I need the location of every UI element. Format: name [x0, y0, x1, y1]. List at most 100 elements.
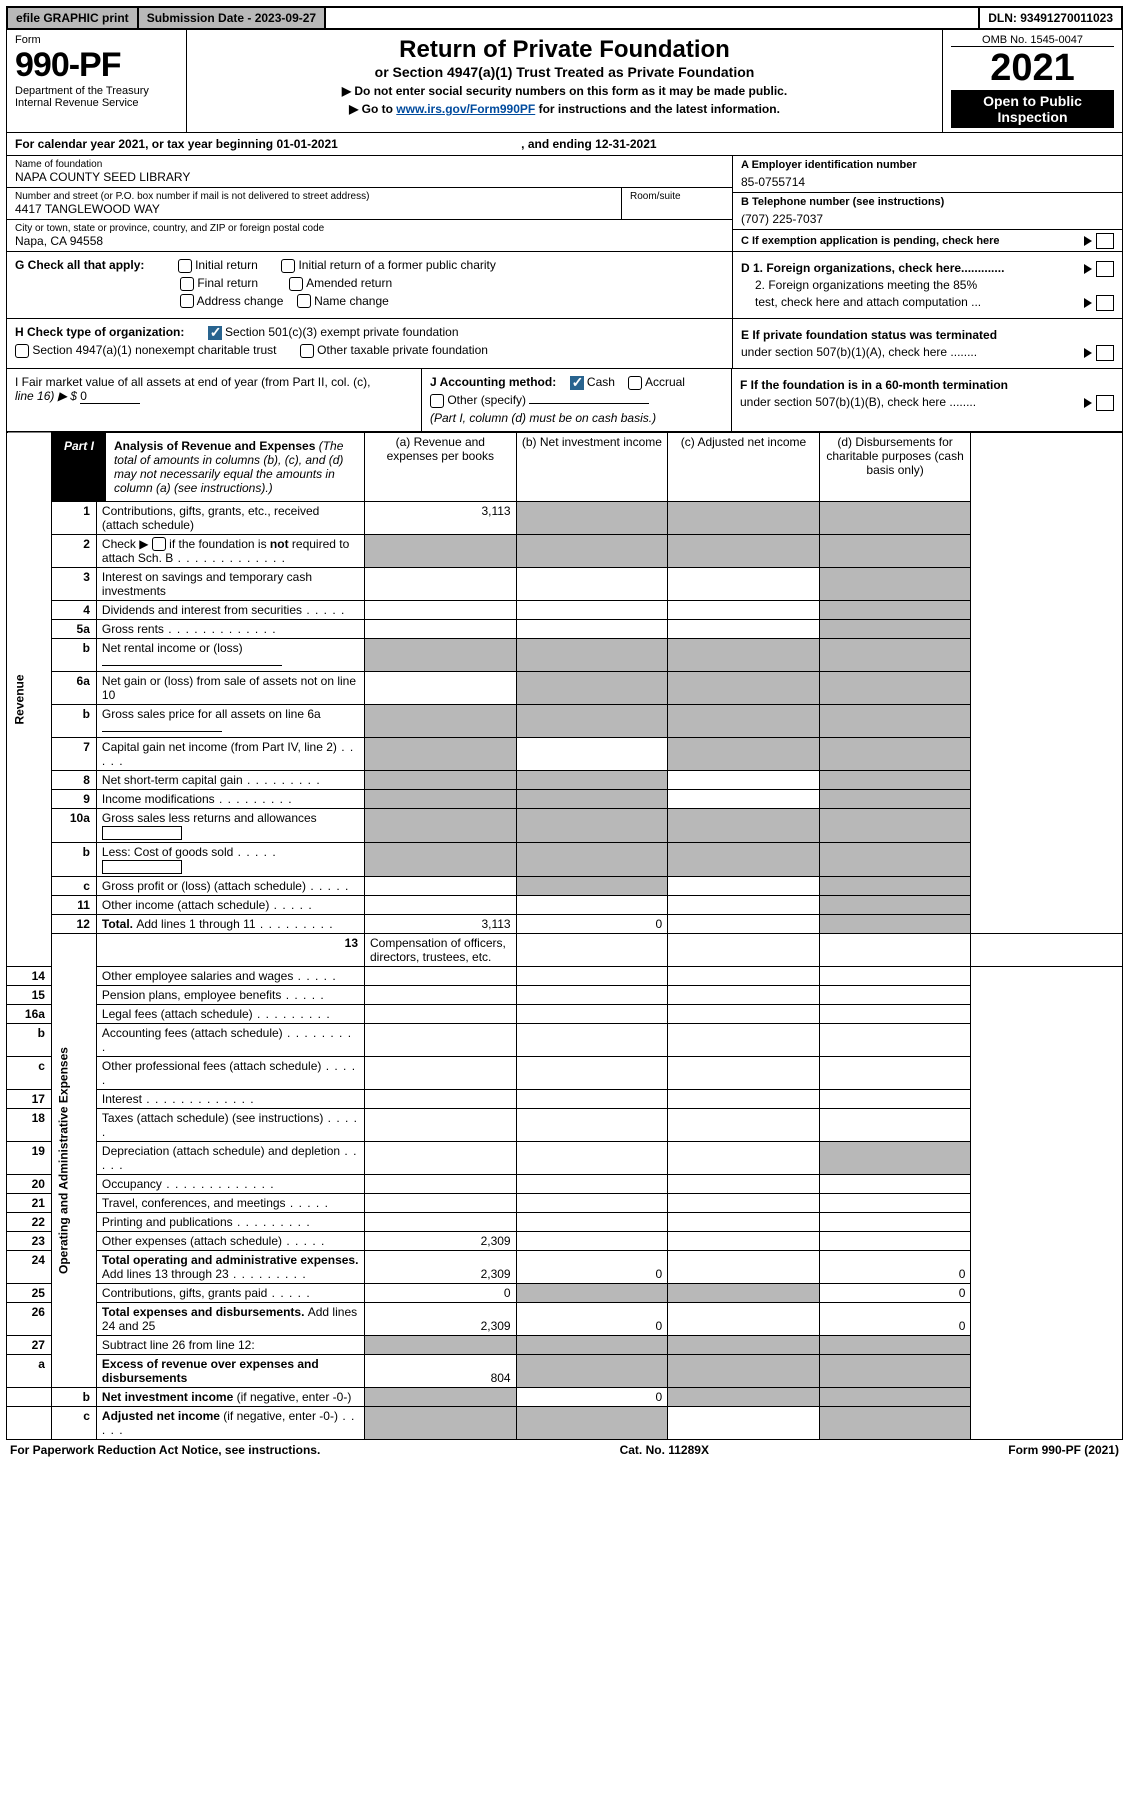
c-checkbox[interactable]	[1096, 233, 1114, 249]
d2-checkbox[interactable]	[1096, 295, 1114, 311]
j-other-field[interactable]	[529, 403, 649, 404]
g-amended-checkbox[interactable]	[289, 277, 303, 291]
j-other-checkbox[interactable]	[430, 394, 444, 408]
r10c-desc: Gross profit or (loss) (attach schedule)	[96, 877, 364, 896]
r27a-desc: Excess of revenue over expenses and disb…	[102, 1357, 319, 1385]
calendar-year: For calendar year 2021, or tax year begi…	[6, 133, 1123, 156]
j-accrual-checkbox[interactable]	[628, 376, 642, 390]
row-23: 23Other expenses (attach schedule)2,309	[7, 1232, 1123, 1251]
row-25: 25Contributions, gifts, grants paid00	[7, 1284, 1123, 1303]
row-14: 14Other employee salaries and wages	[7, 967, 1123, 986]
r26-b: 0	[516, 1303, 668, 1336]
row-27: 27Subtract line 26 from line 12:	[7, 1336, 1123, 1355]
r2-checkbox[interactable]	[152, 537, 166, 551]
row-2: 2Check ▶ if the foundation is not requir…	[7, 534, 1123, 568]
phone-cell: B Telephone number (see instructions) (7…	[733, 193, 1122, 230]
r6b-field[interactable]	[102, 731, 222, 732]
r15-desc: Pension plans, employee benefits	[96, 986, 364, 1005]
row-24: 24Total operating and administrative exp…	[7, 1251, 1123, 1284]
r27a-a: 804	[365, 1355, 517, 1388]
row-12: 12Total. Add lines 1 through 113,1130	[7, 915, 1123, 934]
ein: 85-0755714	[741, 175, 1114, 189]
section-d: D 1. Foreign organizations, check here..…	[732, 252, 1122, 318]
c-cell: C If exemption application is pending, c…	[733, 230, 1122, 250]
g-address-checkbox[interactable]	[180, 294, 194, 308]
d1-checkbox[interactable]	[1096, 261, 1114, 277]
ein-label: A Employer identification number	[741, 159, 917, 171]
row-11: 11Other income (attach schedule)	[7, 896, 1123, 915]
r27b-b: 0	[516, 1388, 668, 1407]
j-label: J Accounting method:	[430, 375, 556, 389]
f-checkbox[interactable]	[1096, 395, 1114, 411]
arrow-icon	[1084, 298, 1092, 308]
row-26: 26Total expenses and disbursements. Add …	[7, 1303, 1123, 1336]
header-left: Form 990-PF Department of the Treasury I…	[7, 30, 187, 132]
g-opt3: Amended return	[306, 276, 392, 290]
phone-label: B Telephone number (see instructions)	[741, 196, 944, 208]
i-line16: line 16) ▶ $	[15, 389, 77, 403]
row-16a: 16aLegal fees (attach schedule)	[7, 1005, 1123, 1024]
section-ijf: I Fair market value of all assets at end…	[6, 369, 1123, 432]
spacer	[326, 8, 980, 28]
address-cell: Number and street (or P.O. box number if…	[7, 188, 622, 219]
ein-cell: A Employer identification number 85-0755…	[733, 156, 1122, 193]
j-cash-checkbox[interactable]	[570, 376, 584, 390]
row-27a: aExcess of revenue over expenses and dis…	[7, 1355, 1123, 1388]
section-j: J Accounting method: Cash Accrual Other …	[422, 369, 732, 431]
header-right: OMB No. 1545-0047 2021 Open to Public In…	[942, 30, 1122, 132]
r24-a: 2,309	[365, 1251, 517, 1284]
part1-title: Analysis of Revenue and Expenses (The to…	[106, 433, 364, 501]
r19-desc: Depreciation (attach schedule) and deple…	[96, 1142, 364, 1175]
dots	[173, 551, 286, 565]
cal-begin: For calendar year 2021, or tax year begi…	[15, 137, 338, 151]
form-number: 990-PF	[15, 46, 178, 85]
h-4947-checkbox[interactable]	[15, 344, 29, 358]
dln: DLN: 93491270011023	[980, 8, 1121, 28]
r3-desc: Interest on savings and temporary cash i…	[96, 568, 364, 601]
r10a-box[interactable]	[102, 826, 182, 840]
col-d-head: (d) Disbursements for charitable purpose…	[819, 432, 971, 501]
g-name-checkbox[interactable]	[297, 294, 311, 308]
part1-table: Revenue Part I Analysis of Revenue and E…	[6, 432, 1123, 1440]
r5b-field[interactable]	[102, 665, 282, 666]
row-22: 22Printing and publications	[7, 1213, 1123, 1232]
d1-label: D 1. Foreign organizations, check here..…	[741, 261, 1004, 275]
row-10a: 10aGross sales less returns and allowanc…	[7, 809, 1123, 843]
r9-desc: Income modifications	[96, 790, 364, 809]
j-cash: Cash	[587, 375, 615, 389]
row-15: 15Pension plans, employee benefits	[7, 986, 1123, 1005]
r1-a: 3,113	[365, 501, 517, 534]
r23-a: 2,309	[365, 1232, 517, 1251]
h-other-checkbox[interactable]	[300, 344, 314, 358]
title: Return of Private Foundation	[197, 36, 932, 64]
r10b-box[interactable]	[102, 860, 182, 874]
r12-a: 3,113	[365, 915, 517, 934]
irs-link[interactable]: www.irs.gov/Form990PF	[396, 102, 535, 116]
row-27c: cAdjusted net income (if negative, enter…	[7, 1407, 1123, 1440]
i-val: 0	[80, 389, 140, 404]
phone: (707) 225-7037	[741, 212, 1114, 226]
h-501c3-checkbox[interactable]	[208, 326, 222, 340]
identity-block: Name of foundation NAPA COUNTY SEED LIBR…	[6, 156, 1123, 252]
top-bar: efile GRAPHIC print Submission Date - 20…	[6, 6, 1123, 30]
e1: E If private foundation status was termi…	[741, 328, 997, 342]
h-opt2: Section 4947(a)(1) nonexempt charitable …	[32, 343, 276, 357]
row-13: Operating and Administrative Expenses13C…	[7, 934, 1123, 967]
r16c-desc: Other professional fees (attach schedule…	[96, 1057, 364, 1090]
side-expenses: Operating and Administrative Expenses	[51, 934, 96, 1388]
address: 4417 TANGLEWOOD WAY	[15, 202, 613, 216]
row-16c: cOther professional fees (attach schedul…	[7, 1057, 1123, 1090]
r22-desc: Printing and publications	[96, 1213, 364, 1232]
r26-a: 2,309	[365, 1303, 517, 1336]
arrow-icon	[1084, 264, 1092, 274]
g-initial-checkbox[interactable]	[178, 259, 192, 273]
g-opt2: Final return	[197, 276, 258, 290]
omb: OMB No. 1545-0047	[951, 34, 1114, 47]
g-final-checkbox[interactable]	[180, 277, 194, 291]
arrow-icon	[1084, 236, 1092, 246]
section-g: G Check all that apply: Initial return I…	[7, 252, 732, 318]
row-7: 7Capital gain net income (from Part IV, …	[7, 738, 1123, 771]
g-initial-former-checkbox[interactable]	[281, 259, 295, 273]
e-checkbox[interactable]	[1096, 345, 1114, 361]
section-i: I Fair market value of all assets at end…	[7, 369, 422, 431]
